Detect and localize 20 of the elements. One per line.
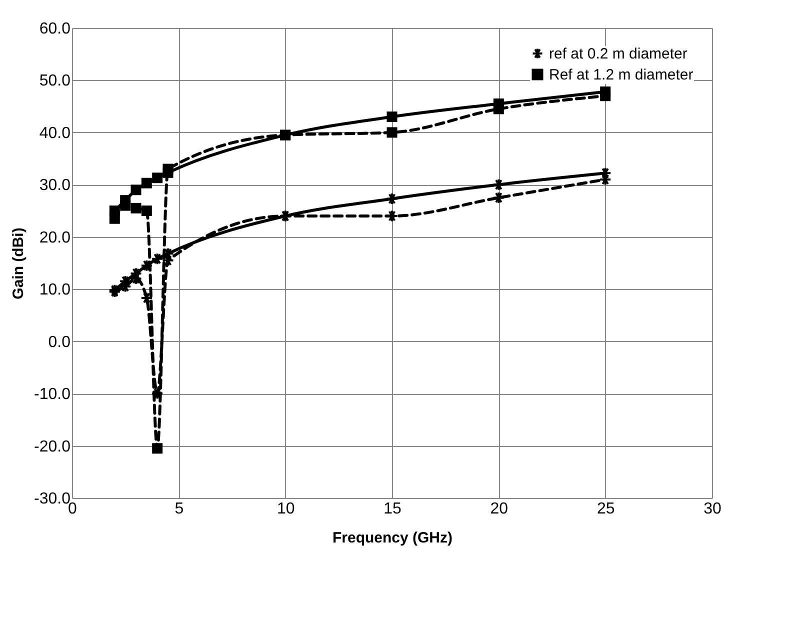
y-tick-label: 20.0 xyxy=(39,229,71,246)
y-tick-label: -10.0 xyxy=(34,386,71,404)
legend-label: Ref at 1.2 m diameter xyxy=(549,66,694,84)
y-tick-label: 0.0 xyxy=(48,334,71,351)
y-tick-label: -20.0 xyxy=(34,438,71,456)
y-tick-label: 40.0 xyxy=(39,124,71,142)
y-tick-label: 10.0 xyxy=(39,282,71,299)
x-tick-label: 0 xyxy=(68,500,78,518)
y-tick-label: 30.0 xyxy=(39,177,71,194)
x-tick-label: 30 xyxy=(704,500,722,518)
x-tick-label: 25 xyxy=(596,500,615,518)
x-tick-label: 20 xyxy=(490,500,508,518)
y-tick-label: 60.0 xyxy=(39,20,71,38)
legend-label: ref at 0.2 m diameter xyxy=(549,46,688,62)
x-tick-label: 10 xyxy=(276,500,295,518)
x-tick-label: 5 xyxy=(174,500,184,518)
y-tick-label: 50.0 xyxy=(39,72,71,90)
x-axis-title: Frequency (GHz) xyxy=(332,530,453,546)
y-axis-title: Gain (dBi) xyxy=(10,228,28,300)
x-tick-label: 15 xyxy=(384,500,402,518)
